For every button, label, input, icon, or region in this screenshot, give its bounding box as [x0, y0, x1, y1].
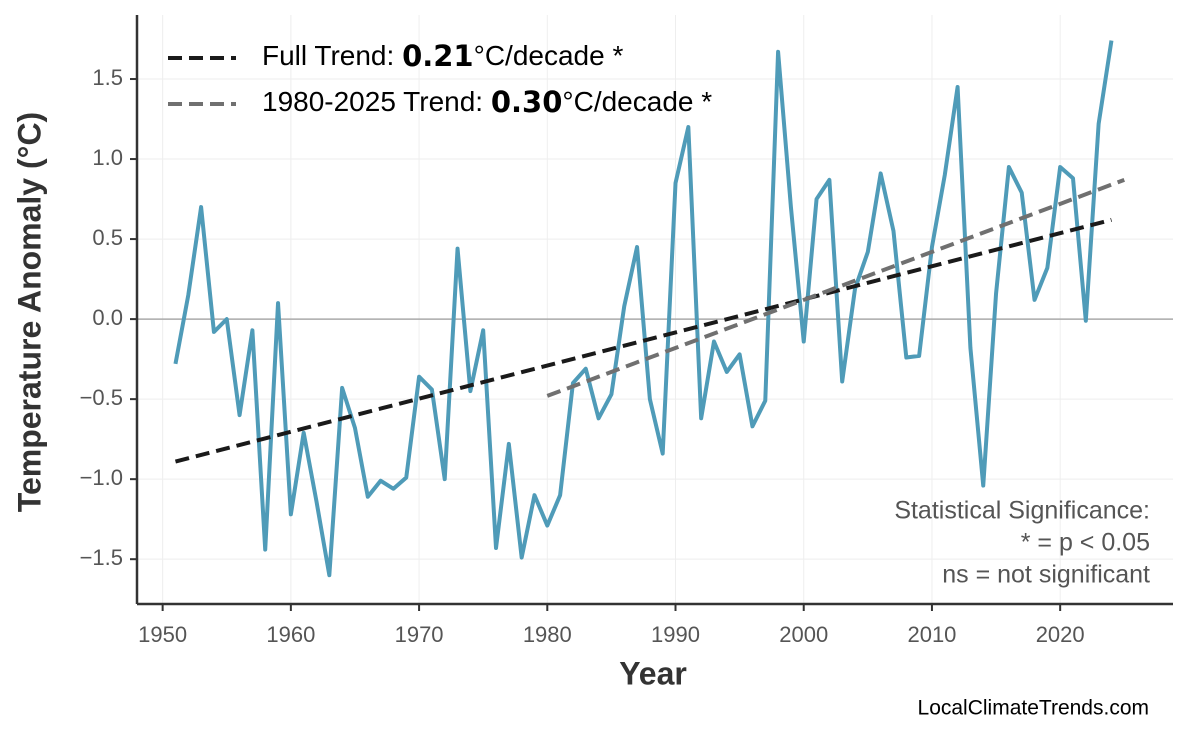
source: LocalClimateTrends.com [918, 697, 1149, 720]
x-tick-label: 2000 [779, 622, 828, 647]
trend-line [546, 177, 1125, 398]
y-tick-label: −0.5 [80, 385, 123, 410]
data-line [173, 40, 1114, 578]
x-tick-label: 1970 [395, 622, 444, 647]
legend-unit: °C/decade * [474, 40, 624, 71]
legend-slope: 0.30 [491, 85, 563, 119]
legend-unit: °C/decade * [562, 86, 712, 117]
y-tick-label: 0.0 [92, 305, 123, 330]
legend-slope: 0.21 [402, 39, 474, 73]
x-tick-label: 1960 [266, 622, 315, 647]
legend-name: Full Trend: [262, 40, 402, 71]
x-tick-label: 1980 [523, 622, 572, 647]
annotation: Statistical Significance: [894, 497, 1150, 525]
x-tick-label: 2020 [1036, 622, 1085, 647]
trend-line [174, 217, 1112, 464]
y-tick-label: −1.5 [80, 545, 123, 570]
legend-label: Full Trend: 0.21°C/decade * [262, 39, 623, 73]
y-axis-label: Temperature Anomaly (°C) [11, 112, 47, 512]
y-tick-label: 1.0 [92, 145, 123, 170]
legend-name: 1980-2025 Trend: [262, 86, 491, 117]
y-tick-label: 1.5 [92, 65, 123, 90]
x-tick-label: 1950 [138, 622, 187, 647]
x-tick-label: 1990 [651, 622, 700, 647]
annotation: * = p < 0.05 [1021, 529, 1150, 557]
legend-label: 1980-2025 Trend: 0.30°C/decade * [262, 85, 712, 119]
y-tick-label: 0.5 [92, 225, 123, 250]
x-tick-label: 2010 [907, 622, 956, 647]
annotation: ns = not significant [942, 561, 1150, 589]
y-tick-label: −1.0 [80, 465, 123, 490]
x-axis-label: Year [619, 655, 687, 691]
